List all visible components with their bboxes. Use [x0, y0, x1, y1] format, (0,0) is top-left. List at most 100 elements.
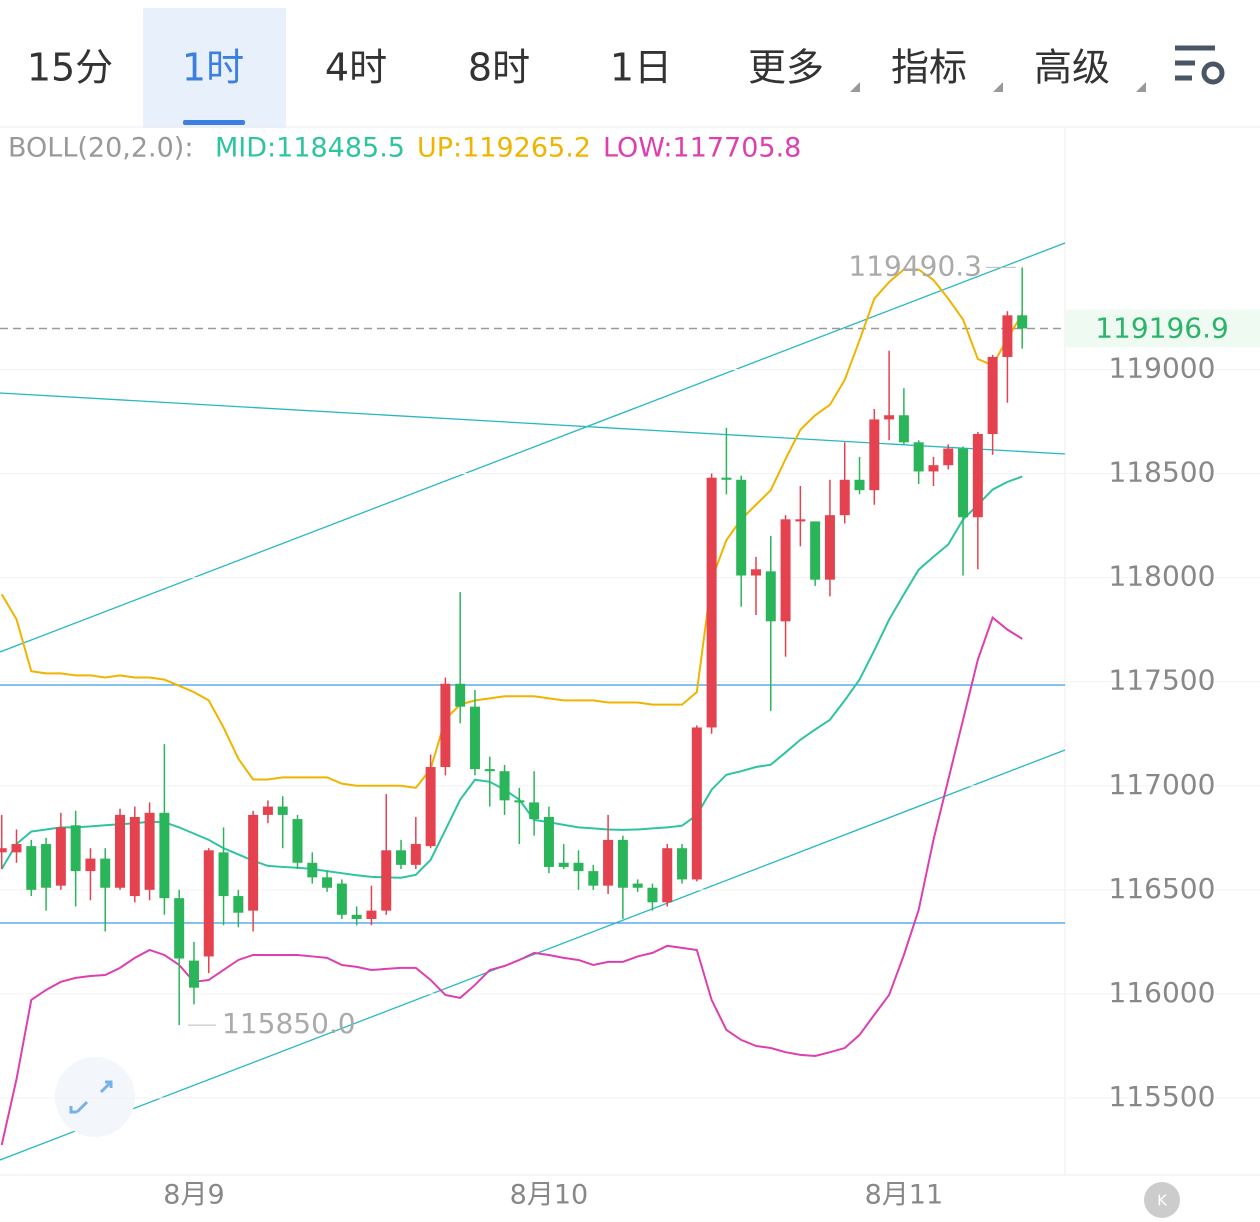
y-tick-label: 116500: [1109, 872, 1216, 905]
candle-body: [410, 844, 421, 865]
candle-body: [203, 850, 214, 957]
last-price-tag: [1066, 309, 1260, 348]
candle-body: [351, 914, 362, 919]
candle-body: [277, 806, 288, 815]
candle-body: [70, 825, 81, 872]
candle-body: [455, 683, 466, 707]
candle-body: [41, 844, 52, 888]
indicator-name: BOLL(20,2.0):: [8, 133, 193, 164]
candle-body: [898, 415, 909, 443]
candle-body: [233, 896, 244, 913]
tab[interactable]: 1日: [610, 46, 672, 90]
indicator-value: MID:118485.5: [215, 133, 405, 164]
candle-body: [144, 812, 155, 890]
candle-body: [869, 419, 880, 491]
candle-body: [632, 883, 643, 888]
candle-body: [262, 806, 273, 815]
candle-body: [780, 519, 791, 622]
candle-body: [1017, 315, 1028, 329]
tab[interactable]: 高级: [1034, 46, 1110, 90]
candle-body: [765, 571, 776, 622]
tab[interactable]: 1时: [182, 46, 244, 90]
x-tick-label: 8月10: [510, 1180, 589, 1211]
y-tick-label: 118500: [1109, 456, 1216, 489]
candle-body: [987, 356, 998, 434]
candle-body: [928, 465, 939, 472]
candle-body: [129, 816, 140, 897]
candle-body: [159, 812, 170, 899]
candle-body: [824, 515, 835, 580]
candle-body: [248, 814, 259, 911]
candle-body: [115, 814, 126, 888]
candle-body: [839, 479, 850, 516]
candle-body: [499, 771, 510, 801]
tab[interactable]: 更多: [748, 46, 824, 90]
candle-body: [396, 850, 407, 865]
candle-body: [218, 852, 229, 897]
indicator-value: UP:119265.2: [417, 133, 591, 164]
min-label: 115850.0: [222, 1007, 356, 1040]
boll-line: [0, 268, 1024, 789]
candle-body: [750, 569, 761, 576]
dropdown-mark: [1136, 82, 1146, 92]
candle-body: [810, 521, 821, 580]
candle-body: [484, 769, 495, 772]
candle-body: [440, 683, 451, 768]
candle-body: [943, 448, 954, 466]
dropdown-mark: [993, 82, 1003, 92]
tab[interactable]: 4时: [325, 46, 387, 90]
zoom-button[interactable]: [55, 1057, 135, 1137]
settings-icon[interactable]: [1175, 45, 1225, 85]
candle-body: [558, 862, 569, 867]
candle-body: [322, 877, 333, 888]
k-button-label: K: [1157, 1192, 1168, 1210]
candle-body: [55, 827, 66, 886]
candle-body: [721, 477, 732, 480]
candle-body: [381, 850, 392, 911]
tab[interactable]: 指标: [891, 46, 967, 90]
candle-body: [884, 415, 895, 420]
last-price-label: 119196.9: [1095, 311, 1229, 344]
candle-body: [366, 910, 377, 919]
dropdown-mark: [850, 82, 860, 92]
tab[interactable]: 15分: [27, 46, 113, 90]
candle-body: [529, 802, 540, 820]
y-tick-label: 115500: [1109, 1080, 1216, 1113]
boll-line: [0, 615, 1023, 1146]
candle-body: [603, 839, 614, 886]
boll-line: [0, 475, 1023, 879]
candle-body: [647, 887, 658, 903]
candle-body: [292, 819, 303, 863]
tab-underline: [183, 120, 245, 125]
candle-body: [1002, 315, 1013, 357]
y-tick-label: 117500: [1109, 664, 1216, 697]
candle-body: [913, 442, 924, 472]
candle-body: [677, 848, 688, 880]
candle-body: [691, 727, 702, 880]
candle-body: [588, 871, 599, 886]
x-tick-label: 8月9: [163, 1180, 224, 1211]
candle-body: [188, 960, 199, 988]
candle-body: [11, 844, 22, 853]
k-button[interactable]: [1144, 1182, 1180, 1218]
candle-body: [662, 848, 673, 903]
tab[interactable]: 8时: [468, 46, 530, 90]
candle-body: [0, 848, 7, 853]
candle-body: [706, 477, 717, 728]
candle-body: [174, 898, 185, 959]
candle-body: [307, 862, 318, 878]
candle-body: [617, 839, 628, 888]
indicator-value: LOW:117705.8: [603, 133, 801, 164]
candle-body: [573, 862, 584, 872]
y-tick-label: 116000: [1109, 976, 1216, 1009]
candle-body: [736, 479, 747, 576]
max-label: 119490.3: [848, 249, 982, 282]
candle-body: [26, 846, 37, 890]
candle-body: [85, 858, 96, 872]
candle-body: [543, 816, 554, 867]
y-tick-label: 117000: [1109, 768, 1216, 801]
tab-selected-bg: [143, 8, 286, 128]
candle-body: [795, 519, 806, 522]
